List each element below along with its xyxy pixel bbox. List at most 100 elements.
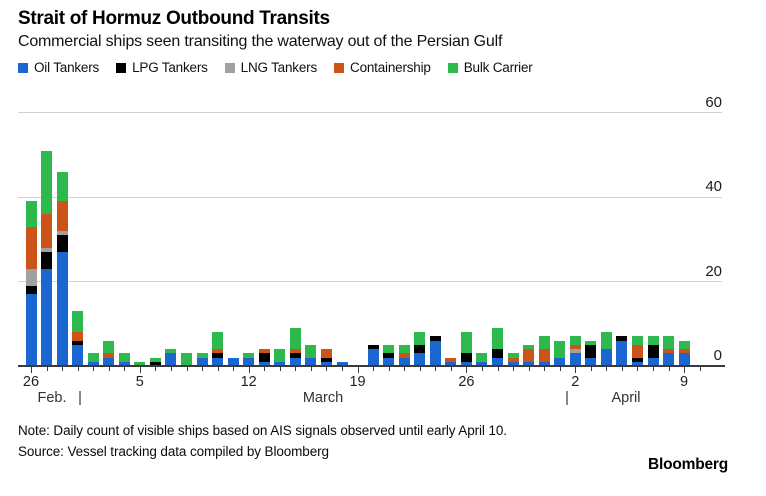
bar-segment bbox=[663, 353, 675, 366]
bar-segment bbox=[631, 336, 643, 345]
legend-swatch-icon bbox=[18, 62, 28, 73]
bar-segment bbox=[663, 336, 675, 350]
bar-segment bbox=[41, 252, 53, 269]
x-axis-tick bbox=[77, 367, 79, 371]
x-axis-tick bbox=[93, 367, 95, 371]
legend-swatch-icon bbox=[334, 62, 345, 73]
bar-segment bbox=[258, 361, 270, 366]
legend-swatch-icon bbox=[447, 62, 458, 73]
bar-segment bbox=[258, 353, 270, 362]
bar-segment bbox=[631, 361, 643, 366]
x-axis-tick bbox=[699, 367, 701, 371]
legend-label: Oil Tankers bbox=[34, 60, 100, 75]
bar-segment bbox=[336, 361, 348, 366]
bar-segment bbox=[600, 349, 612, 366]
bar-segment bbox=[631, 357, 643, 362]
gridline-60 bbox=[18, 112, 722, 114]
x-axis-tick bbox=[217, 367, 219, 371]
bar-segment bbox=[507, 353, 519, 358]
bar-segment bbox=[383, 357, 395, 366]
bar-segment bbox=[523, 344, 535, 350]
x-axis-tick bbox=[279, 367, 281, 371]
x-axis-tick bbox=[248, 367, 250, 373]
x-axis-tick bbox=[264, 367, 266, 371]
bar-segment bbox=[460, 353, 472, 362]
y-axis-label-20: 20 bbox=[705, 262, 722, 280]
bar-segment bbox=[72, 332, 84, 341]
bar-segment bbox=[585, 340, 597, 345]
bar-segment bbox=[398, 344, 410, 354]
bar-segment bbox=[41, 247, 53, 253]
bar-segment bbox=[274, 361, 286, 366]
x-axis-tick bbox=[342, 367, 343, 371]
x-axis-label-2: 2 bbox=[571, 374, 580, 390]
bar-segment bbox=[212, 349, 224, 354]
legend-swatch-icon bbox=[224, 62, 235, 73]
bar-segment bbox=[87, 361, 99, 366]
bar-segment bbox=[118, 361, 130, 366]
bar-segment bbox=[367, 349, 379, 366]
bar-segment bbox=[41, 268, 53, 366]
bar-segment bbox=[305, 344, 317, 358]
bar-segment bbox=[678, 340, 690, 350]
x-axis-tick bbox=[497, 367, 499, 371]
gridline-20 bbox=[18, 281, 722, 283]
bar-segment bbox=[165, 353, 177, 366]
bar-segment bbox=[87, 353, 99, 362]
x-axis-tick bbox=[108, 367, 110, 371]
x-axis-label-26: 26 bbox=[458, 374, 475, 390]
x-axis-tick bbox=[481, 367, 483, 371]
x-axis-line bbox=[18, 365, 725, 367]
bar-segment bbox=[554, 357, 566, 366]
x-axis-tick bbox=[186, 367, 188, 371]
bar-segment bbox=[569, 349, 581, 354]
bar-segment bbox=[103, 357, 115, 366]
bar-segment bbox=[523, 349, 535, 362]
bar-segment bbox=[274, 349, 286, 362]
month-divider: | bbox=[565, 390, 569, 406]
bar-segment bbox=[25, 294, 37, 366]
bar-segment bbox=[538, 349, 550, 362]
bar-segment bbox=[460, 361, 472, 366]
x-axis-tick bbox=[637, 367, 639, 371]
x-axis-tick bbox=[310, 367, 312, 371]
bar-segment bbox=[118, 353, 130, 362]
bar-segment bbox=[383, 344, 395, 354]
x-axis-tick bbox=[653, 367, 654, 371]
x-axis-tick bbox=[684, 367, 686, 373]
bar-segment bbox=[414, 344, 426, 354]
bar-segment bbox=[25, 285, 37, 295]
legend-item-containership: Containership bbox=[334, 60, 431, 75]
bar-segment bbox=[616, 340, 628, 366]
bar-segment bbox=[56, 171, 68, 202]
legend-label: Bulk Carrier bbox=[463, 60, 533, 75]
x-axis-tick bbox=[435, 367, 437, 371]
bar-segment bbox=[289, 349, 301, 354]
bar-segment bbox=[507, 357, 519, 362]
bar-segment bbox=[149, 361, 161, 366]
bar-segment bbox=[56, 235, 68, 253]
bar-segment bbox=[196, 353, 208, 358]
legend-item-lng-tankers: LNG Tankers bbox=[224, 60, 317, 75]
bar-segment bbox=[243, 357, 255, 366]
bar-segment bbox=[243, 353, 255, 358]
month-label-april: April bbox=[611, 390, 641, 406]
x-axis-tick bbox=[621, 367, 623, 371]
footnote: Note: Daily count of visible ships based… bbox=[18, 423, 507, 438]
bar-segment bbox=[678, 349, 690, 354]
x-axis-tick bbox=[590, 367, 592, 371]
legend-item-oil-tankers: Oil Tankers bbox=[18, 60, 99, 75]
x-axis-tick bbox=[450, 367, 452, 371]
y-axis-label-40: 40 bbox=[705, 178, 722, 196]
bar-segment bbox=[56, 230, 68, 236]
x-axis-tick bbox=[139, 367, 141, 373]
bar-segment bbox=[678, 353, 690, 366]
bar-segment bbox=[165, 349, 177, 354]
x-axis-tick bbox=[373, 367, 375, 371]
bar-segment bbox=[383, 353, 395, 358]
bar-segment bbox=[460, 332, 472, 354]
bar-segment bbox=[631, 344, 643, 358]
x-axis-tick bbox=[466, 367, 468, 373]
